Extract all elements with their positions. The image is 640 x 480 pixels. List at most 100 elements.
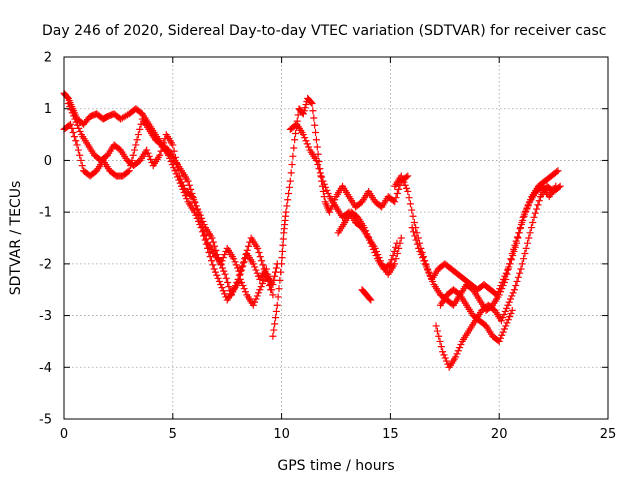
- data-point: [224, 278, 232, 286]
- data-point: [530, 213, 538, 221]
- data-point: [327, 205, 335, 213]
- data-point: [516, 269, 524, 277]
- data-point: [517, 224, 525, 232]
- data-point: [420, 257, 428, 265]
- data-point: [368, 242, 376, 250]
- data-point: [209, 238, 217, 246]
- data-point: [210, 265, 218, 273]
- data-point: [505, 263, 513, 271]
- data-point: [393, 190, 401, 198]
- data-point: [507, 295, 515, 303]
- data-point: [218, 284, 226, 292]
- data-point: [319, 177, 327, 185]
- data-point: [158, 143, 166, 151]
- data-point: [412, 236, 420, 244]
- data-point: [307, 99, 315, 107]
- x-tick-label: 20: [491, 427, 508, 442]
- data-point: [212, 246, 220, 254]
- data-point: [277, 268, 285, 276]
- x-tick-label: 5: [169, 427, 177, 442]
- data-point: [505, 298, 513, 306]
- data-point: [269, 281, 277, 289]
- y-tick-label: -3: [39, 309, 52, 324]
- data-point: [200, 221, 208, 229]
- data-point: [64, 100, 72, 108]
- data-point: [134, 131, 142, 139]
- data-point: [221, 270, 229, 278]
- data-point: [221, 251, 229, 259]
- data-point: [249, 301, 257, 309]
- data-point: [496, 285, 504, 293]
- data-point: [500, 311, 508, 319]
- data-point: [265, 282, 273, 290]
- data-point: [312, 129, 320, 137]
- data-point: [181, 184, 189, 192]
- data-point: [299, 131, 307, 139]
- data-point: [274, 293, 282, 301]
- data-point: [272, 307, 280, 315]
- data-point: [452, 353, 460, 361]
- data-point: [156, 151, 164, 159]
- data-point: [71, 115, 79, 123]
- data-point: [397, 172, 405, 180]
- data-point: [192, 202, 200, 210]
- x-tick-label: 15: [382, 427, 399, 442]
- data-point: [522, 244, 530, 252]
- x-tick-label: 0: [60, 427, 68, 442]
- data-point: [256, 286, 264, 294]
- data-point: [175, 172, 183, 180]
- data-point: [308, 100, 316, 108]
- data-point: [76, 127, 84, 135]
- data-point: [405, 194, 413, 202]
- data-point: [423, 263, 431, 271]
- data-point: [531, 209, 539, 217]
- data-point: [364, 233, 372, 241]
- data-point: [232, 261, 240, 269]
- data-point: [287, 169, 295, 177]
- data-point: [237, 267, 245, 275]
- data-point: [267, 286, 275, 294]
- data-point: [415, 244, 423, 252]
- data-point: [217, 281, 225, 289]
- data-point: [392, 243, 400, 251]
- data-point: [240, 285, 248, 293]
- data-point: [209, 261, 217, 269]
- data-point: [260, 265, 268, 273]
- data-point: [290, 144, 298, 152]
- data-point: [252, 295, 260, 303]
- x-tick-label: 25: [600, 427, 617, 442]
- data-point: [300, 107, 308, 115]
- data-point: [256, 253, 264, 261]
- data-point: [214, 255, 222, 263]
- data-point: [75, 124, 83, 132]
- data-point: [74, 146, 82, 154]
- data-point: [199, 217, 207, 225]
- data-point: [132, 141, 140, 149]
- data-point: [258, 280, 266, 288]
- data-point: [174, 166, 182, 174]
- data-point: [419, 254, 427, 262]
- data-point: [521, 250, 529, 258]
- series-track-c: [64, 100, 275, 299]
- data-point: [315, 165, 323, 173]
- data-point: [534, 201, 542, 209]
- data-point: [230, 255, 238, 263]
- data-point: [363, 230, 371, 238]
- data-point: [253, 292, 261, 300]
- data-point: [216, 258, 224, 266]
- data-point: [508, 292, 516, 300]
- series-track-g: [358, 286, 375, 304]
- data-point: [190, 196, 198, 204]
- data-point: [497, 282, 505, 290]
- series-track-i: [408, 182, 560, 299]
- data-point: [76, 151, 84, 159]
- data-point: [257, 283, 265, 291]
- data-point: [517, 265, 525, 273]
- data-point: [322, 183, 330, 191]
- data-point: [400, 178, 408, 186]
- data-point: [524, 201, 532, 209]
- data-point: [371, 248, 379, 256]
- data-point: [392, 255, 400, 263]
- data-point: [278, 247, 286, 255]
- data-point: [554, 167, 562, 175]
